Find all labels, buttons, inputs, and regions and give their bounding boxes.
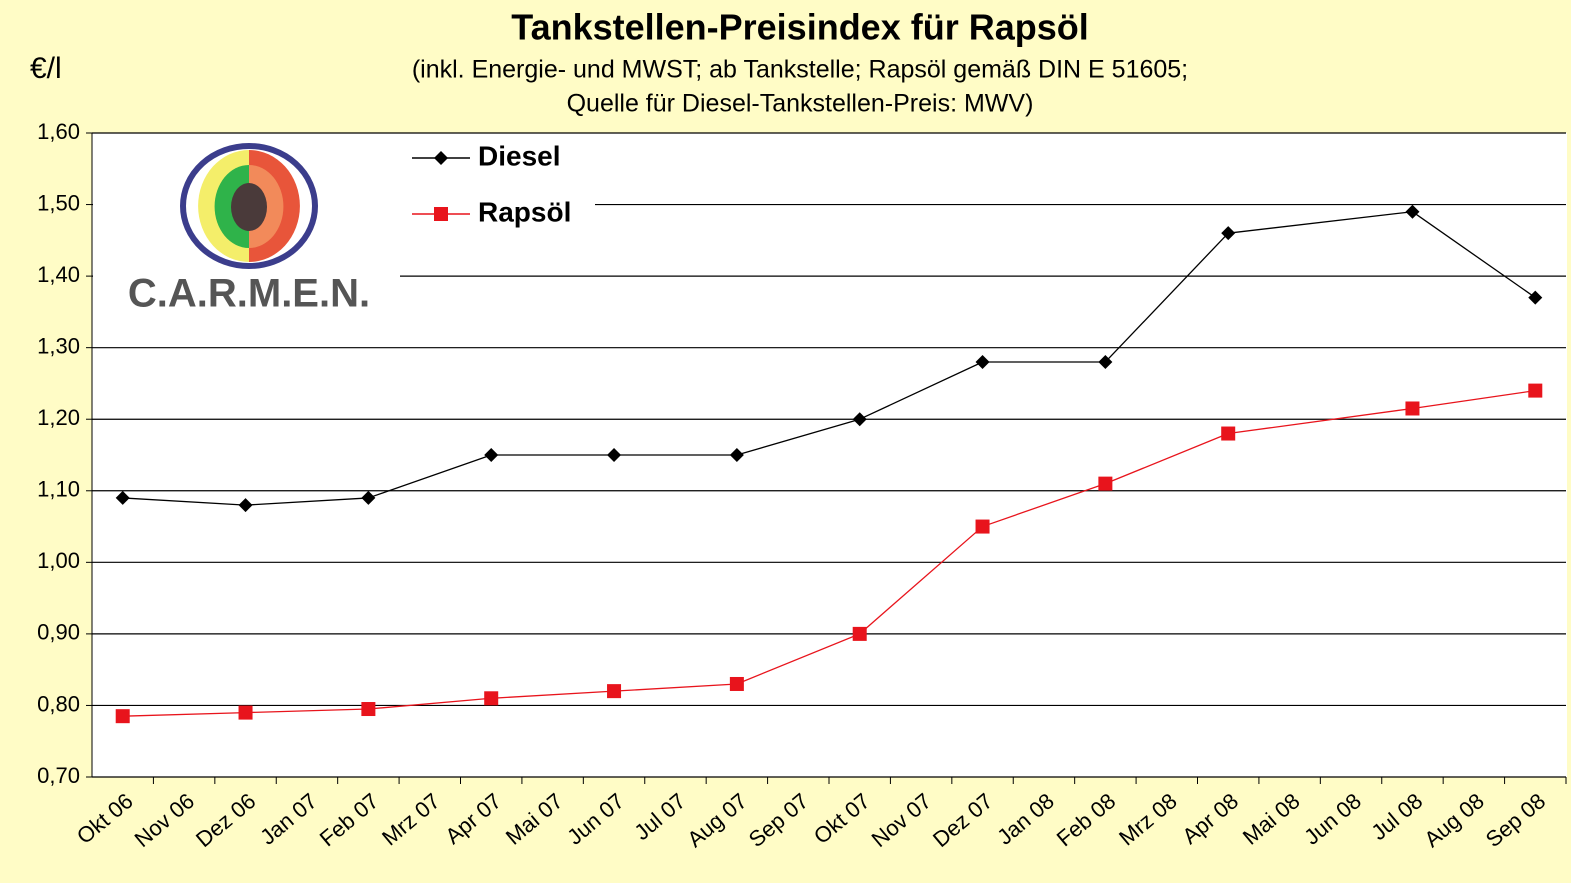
marker <box>1098 476 1113 491</box>
marker <box>607 448 622 462</box>
marker <box>1528 383 1543 398</box>
logo-text: C.A.R.M.E.N. <box>128 272 370 316</box>
marker <box>115 709 130 724</box>
legend-marker <box>434 151 448 165</box>
marker <box>1405 401 1420 416</box>
y-axis-label: €/l <box>30 52 62 85</box>
legend-area <box>400 134 595 232</box>
line-segment <box>122 497 246 506</box>
logo: C.A.R.M.E.N. <box>128 143 370 316</box>
line-segment <box>1412 211 1536 299</box>
y-tick-label: 1,20 <box>37 405 80 430</box>
line-segment <box>368 454 492 499</box>
line-segment <box>1412 389 1536 410</box>
marker <box>852 412 867 427</box>
line-segment <box>1228 211 1413 234</box>
line-segment <box>245 497 369 506</box>
line-segment <box>736 633 860 685</box>
marker <box>484 691 499 706</box>
line-segment <box>122 711 246 717</box>
y-tick-label: 1,30 <box>37 333 80 358</box>
marker <box>1221 226 1236 241</box>
marker <box>238 498 253 513</box>
y-tick-label: 0,80 <box>37 691 80 716</box>
line-segment <box>614 683 737 692</box>
marker <box>1098 354 1113 369</box>
y-tick-label: 1,00 <box>37 548 80 573</box>
line-segment <box>245 708 369 714</box>
legend-marker <box>434 207 448 221</box>
y-tick-label: 1,50 <box>37 190 80 215</box>
marker <box>238 705 253 720</box>
line-segment <box>859 526 983 635</box>
marker <box>729 676 744 691</box>
marker <box>1528 290 1543 305</box>
y-tick-label: 1,40 <box>37 262 80 287</box>
line-segment <box>1105 432 1229 485</box>
marker <box>1221 426 1236 441</box>
marker <box>607 684 622 699</box>
y-tick-label: 1,10 <box>37 477 80 502</box>
line-segment <box>736 418 860 456</box>
chart-subtitle: (inkl. Energie- und MWST; ab Tankstelle;… <box>412 56 1188 84</box>
legend-label: Rapsöl <box>478 196 571 227</box>
marker <box>361 490 376 505</box>
chart-subtitle: Quelle für Diesel-Tankstellen-Preis: MWV… <box>567 90 1034 118</box>
marker <box>115 490 130 505</box>
marker <box>975 354 990 369</box>
line-segment <box>491 690 615 699</box>
marker <box>1405 204 1420 219</box>
line-segment <box>859 361 983 420</box>
line-segment <box>1104 232 1229 363</box>
chart-title: Tankstellen-Preisindex für Rapsöl <box>511 7 1089 48</box>
marker <box>975 519 990 534</box>
line-segment <box>1228 407 1413 435</box>
marker <box>852 626 867 641</box>
marker <box>729 448 744 462</box>
y-tick-label: 0,90 <box>37 620 80 645</box>
line-segment <box>982 483 1106 528</box>
y-tick-label: 0,70 <box>37 763 80 788</box>
legend-label: Diesel <box>478 140 561 171</box>
marker <box>361 702 376 717</box>
y-tick-label: 1,60 <box>37 119 80 144</box>
marker <box>484 448 499 462</box>
line-segment <box>368 697 492 710</box>
